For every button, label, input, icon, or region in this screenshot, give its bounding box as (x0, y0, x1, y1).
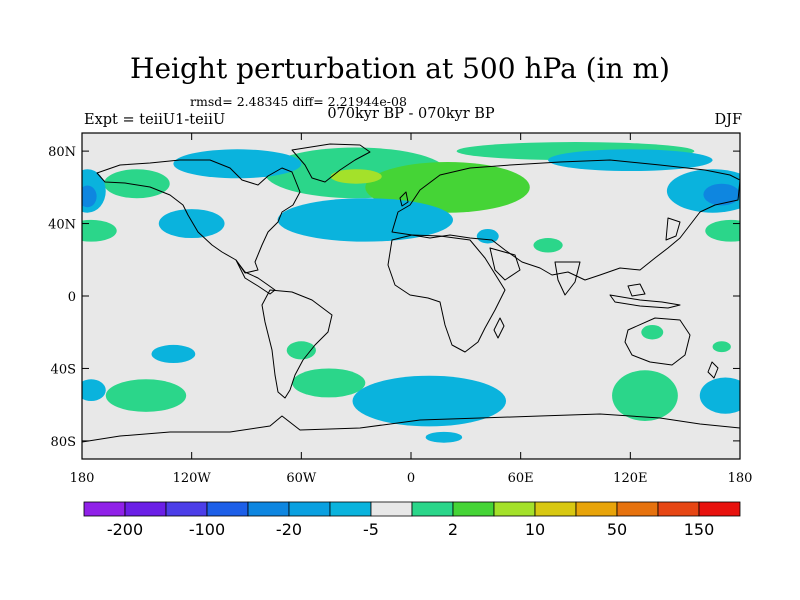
colorbar-label: 50 (607, 520, 627, 539)
colorbar-swatch (329, 501, 372, 517)
colorbar-label: -20 (276, 520, 302, 539)
antarctica-coastline (82, 413, 740, 443)
anomaly-region-positive-13 (712, 341, 731, 353)
japan-coastline (665, 217, 681, 241)
colorbar-label: -5 (363, 520, 379, 539)
colorbar-swatch (411, 501, 454, 517)
colorbar-label: 150 (684, 520, 715, 539)
colorbar-swatch (452, 501, 495, 517)
anomaly-region-positive-5 (330, 169, 382, 184)
south-america-coastline (261, 289, 333, 399)
time-period-label: 070kyr BP - 070kyr BP (327, 106, 495, 122)
british-isles-coastline (399, 191, 409, 207)
anomaly-region-negative-22 (82, 379, 106, 402)
anomaly-region-negative-27 (703, 183, 740, 206)
new-zealand-coastline (707, 361, 719, 379)
anomaly-region-negative-24 (699, 377, 740, 414)
anomaly-region-negative-23 (352, 375, 507, 427)
season-label: DJF (714, 112, 743, 128)
madagascar-coastline (493, 317, 505, 339)
arabia-coastline (489, 247, 521, 281)
colorbar-label: 10 (525, 520, 545, 539)
colorbar-label: -200 (107, 520, 143, 539)
colorbar-swatch (165, 501, 208, 517)
anomaly-region-positive-10 (292, 368, 366, 398)
australia-coastline (624, 317, 691, 366)
colorbar-swatch (534, 501, 577, 517)
lon-tick-label: 120E (613, 471, 647, 486)
africa-coastline (387, 234, 506, 353)
anomaly-region-positive-4 (365, 161, 530, 213)
lon-tick-label: 0 (407, 471, 415, 486)
anomaly-region-negative-20 (548, 149, 713, 172)
coastlines (82, 143, 740, 443)
lon-tick-label: 180 (70, 471, 95, 486)
anomaly-region-negative-19 (476, 228, 499, 244)
lat-tick-label: 40S (51, 362, 76, 377)
lat-tick-label: 0 (68, 290, 76, 305)
axis-labels: 80N 40N 0 40S 80S 180 120W 60W 0 60E 120E 180 (48, 145, 752, 486)
anomaly-region-negative-26 (82, 185, 97, 208)
page-title: Height perturbation at 500 hPa (in m) (130, 52, 670, 85)
indonesia-coastline (609, 294, 681, 309)
anomaly-region-positive-9 (105, 379, 187, 412)
india-coastline (554, 261, 581, 296)
lat-tick-label: 80S (51, 435, 76, 450)
anomaly-region-negative-18 (277, 198, 454, 242)
lon-tick-label: 120W (173, 471, 212, 486)
greenland-coastline (291, 143, 371, 183)
lat-tick-label: 80N (48, 145, 76, 160)
colorbar-swatch (370, 501, 413, 517)
borneo-coastline (627, 283, 646, 297)
axis-ticks (81, 133, 741, 459)
lon-tick-label: 60W (286, 471, 317, 486)
lat-tick-label: 40N (48, 218, 76, 233)
colorbar-swatch (698, 501, 741, 517)
anomaly-region-negative-21 (151, 344, 196, 364)
north-america-coastline (96, 159, 301, 274)
lon-tick-label: 60E (508, 471, 534, 486)
anomaly-regions (82, 142, 740, 443)
anomaly-region-negative-16 (173, 149, 302, 179)
colorbar: -200 -100 -20 -5 2 10 50 150 (83, 501, 741, 539)
eurasia-coastline (391, 159, 740, 281)
colorbar-swatch (288, 501, 331, 517)
colorbar-swatch (206, 501, 249, 517)
anomaly-region-positive-1 (705, 219, 740, 242)
colorbar-label: -100 (189, 520, 225, 539)
colorbar-swatch (83, 501, 126, 517)
anomaly-region-negative-17 (158, 209, 225, 239)
lon-tick-label: 180 (728, 471, 753, 486)
anomaly-region-positive-11 (612, 370, 678, 421)
colorbar-swatch (493, 501, 536, 517)
colorbar-swatch (575, 501, 618, 517)
anomaly-region-positive-12 (641, 324, 664, 340)
anomaly-region-positive-8 (286, 341, 316, 360)
colorbar-swatch (247, 501, 290, 517)
colorbar-swatch (657, 501, 700, 517)
experiment-label: Expt = teiiU1-teiiU (84, 112, 226, 128)
anomaly-region-negative-25 (425, 431, 463, 443)
rmsd-diff-stats: rmsd= 2.48345 diff= 2.21944e-08 (190, 94, 407, 109)
colorbar-swatch (124, 501, 167, 517)
colorbar-swatch (616, 501, 659, 517)
anomaly-region-positive-7 (533, 238, 563, 253)
colorbar-label: 2 (448, 520, 458, 539)
anomaly-region-positive-2 (103, 169, 170, 199)
anomaly-region-positive-0 (82, 219, 117, 242)
